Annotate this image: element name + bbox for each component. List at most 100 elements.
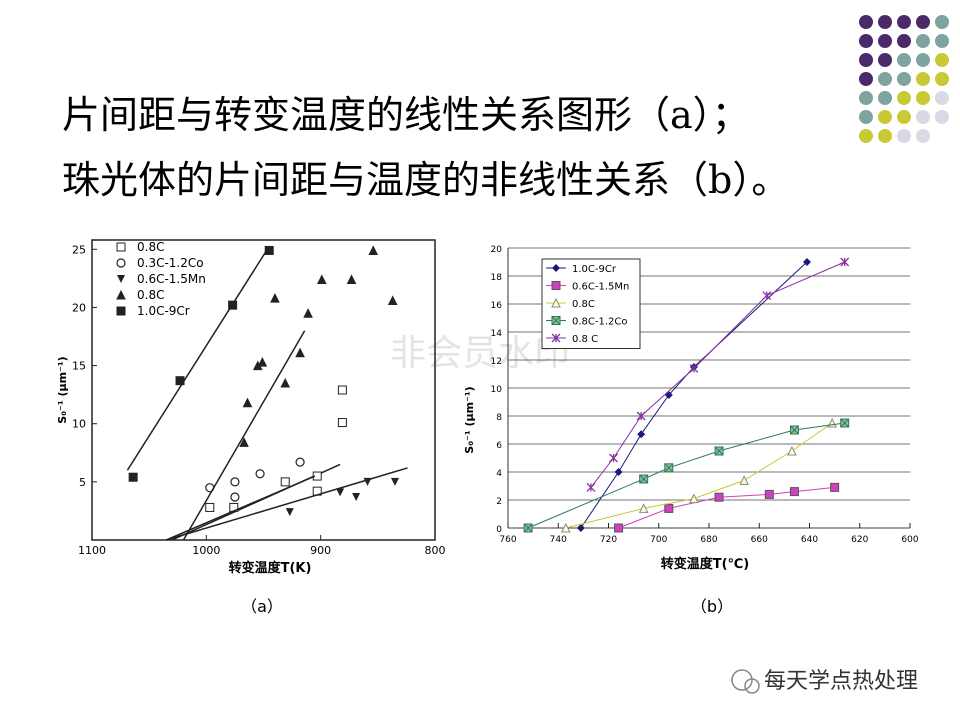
series-line	[618, 486, 835, 529]
legend-label: 0.6C-1.5Mn	[137, 272, 206, 286]
marker-detail	[523, 523, 533, 533]
marker	[295, 347, 305, 358]
y-tick-label: 8	[496, 413, 502, 423]
series-line	[527, 422, 845, 529]
fit-line	[166, 475, 316, 541]
decoration-dot	[859, 129, 873, 143]
fit-line	[126, 247, 269, 471]
decoration-dot	[897, 110, 911, 124]
fit-line	[182, 330, 306, 541]
marker	[830, 482, 840, 492]
legend-marker	[117, 275, 125, 283]
y-tick-label: 10	[72, 418, 86, 431]
marker	[285, 508, 294, 517]
y-tick-label: 4	[496, 469, 502, 479]
y-tick-label: 16	[491, 301, 503, 311]
decoration-dot	[916, 53, 930, 67]
marker	[576, 524, 585, 532]
marker	[387, 295, 398, 305]
legend-label: 0.8C	[572, 299, 595, 310]
legend-marker	[551, 333, 561, 343]
y-axis-label: S₀⁻¹ (μm⁻¹)	[56, 356, 69, 423]
decoration-dot	[878, 15, 892, 29]
marker	[337, 385, 347, 395]
marker	[303, 308, 313, 318]
marker	[295, 457, 305, 467]
legend-label: 0.3C-1.2Co	[137, 256, 204, 270]
marker-detail	[664, 463, 674, 473]
legend-label: 0.8C	[137, 240, 164, 254]
marker	[255, 469, 265, 479]
series-line	[590, 261, 845, 488]
marker-detail	[551, 316, 561, 325]
decoration-dot	[859, 34, 873, 48]
marker	[252, 360, 263, 371]
y-tick-label: 6	[496, 441, 502, 451]
marker	[638, 503, 649, 513]
legend-marker	[552, 264, 560, 272]
decoration-dot	[859, 53, 873, 67]
y-tick-label: 10	[491, 385, 503, 395]
x-axis-label: 转变温度T(℃)	[661, 556, 750, 572]
decoration-dot	[916, 129, 930, 143]
decoration-dot	[859, 110, 873, 124]
y-tick-label: 12	[491, 357, 502, 367]
marker	[257, 356, 268, 367]
decoration-dot	[897, 72, 911, 86]
title-line: 珠光体的片间距与温度的非线性关系（b）。	[62, 158, 789, 202]
decoration-dot	[897, 129, 911, 143]
y-axis-label: S₀⁻¹ (μm⁻¹)	[463, 386, 476, 453]
decoration-dot	[935, 110, 949, 124]
wechat-icon	[731, 669, 753, 691]
marker	[352, 492, 361, 501]
marker	[789, 487, 799, 497]
marker	[762, 291, 772, 301]
decoration-dot	[859, 91, 873, 105]
x-tick-label: 900	[310, 544, 331, 557]
marker	[175, 376, 185, 386]
marker	[714, 492, 724, 502]
wechat-icon	[744, 678, 760, 694]
marker	[827, 417, 837, 428]
marker	[230, 492, 240, 502]
x-axis-label: 转变温度T(K)	[229, 560, 312, 576]
decoration-dot	[878, 129, 892, 143]
legend-label: 0.8C	[137, 288, 164, 302]
marker	[840, 257, 850, 267]
marker	[739, 475, 749, 485]
x-tick-label: 1100	[78, 544, 106, 557]
marker	[363, 477, 372, 486]
y-tick-label: 20	[72, 301, 86, 314]
marker	[280, 477, 290, 487]
decoration-dot	[897, 34, 911, 48]
decoration-dots	[859, 15, 949, 143]
y-tick-label: 18	[491, 273, 503, 283]
decoration-dot	[916, 34, 930, 48]
decoration-dot	[878, 34, 892, 48]
decoration-dot	[935, 72, 949, 86]
chart-caption: （a）	[241, 597, 283, 616]
marker	[239, 437, 249, 447]
x-tick-label: 600	[901, 535, 918, 545]
x-tick-label: 760	[499, 535, 516, 545]
marker	[317, 274, 327, 285]
x-tick-label: 640	[801, 535, 818, 545]
marker	[336, 488, 345, 497]
marker	[614, 468, 623, 476]
marker	[637, 430, 646, 439]
decoration-dot	[916, 91, 930, 105]
decoration-dot	[935, 53, 949, 67]
y-tick-label: 2	[496, 497, 502, 507]
decoration-dot	[878, 53, 892, 67]
decoration-dot	[859, 72, 873, 86]
x-tick-label: 680	[700, 535, 717, 545]
y-tick-label: 15	[72, 360, 86, 373]
legend-marker	[116, 242, 126, 252]
decoration-dot	[916, 110, 930, 124]
title-line: 片间距与转变温度的线性关系图形（a）；	[62, 93, 750, 137]
legend-label: 0.8C-1.2Co	[572, 317, 628, 328]
x-tick-label: 800	[425, 544, 446, 557]
x-tick-label: 720	[600, 535, 617, 545]
